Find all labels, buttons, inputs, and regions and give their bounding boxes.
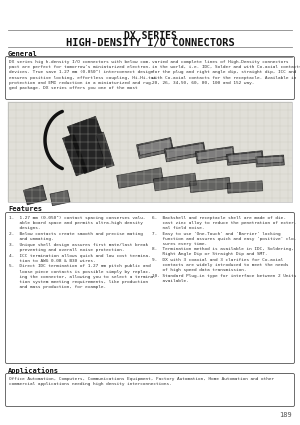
Text: 9.  DX with 3 coaxial and 3 clarifies for Co-axial
    contacts are widely intro: 9. DX with 3 coaxial and 3 clarifies for…	[152, 258, 289, 272]
FancyBboxPatch shape	[5, 374, 295, 406]
Bar	[190, 178, 230, 193]
Bar	[226, 150, 263, 165]
Text: 2.  Below contacts create smooth and precise mating
    and unmating.: 2. Below contacts create smooth and prec…	[9, 232, 143, 241]
Bar	[257, 156, 283, 164]
Text: HIGH-DENSITY I/O CONNECTORS: HIGH-DENSITY I/O CONNECTORS	[66, 38, 234, 48]
Text: DX series hig h-density I/O connectors with below com-
pact are perfect for tomo: DX series hig h-density I/O connectors w…	[9, 60, 156, 90]
Text: 3.  Unique shell design assures first mate/last break
    preventing and overall: 3. Unique shell design assures first mat…	[9, 243, 148, 252]
Text: 6.  Backshell and receptacle shell are made of die-
    cast zinc alloy to reduc: 6. Backshell and receptacle shell are ma…	[152, 216, 296, 230]
Text: 8.  Termination method is available in IDC, Soldering,
    Right Angle Dip or St: 8. Termination method is available in ID…	[152, 247, 294, 256]
FancyBboxPatch shape	[5, 57, 295, 99]
Text: 4.  ICC termination allows quick and low cost termina-
    tion to AWG 0.08 & B3: 4. ICC termination allows quick and low …	[9, 253, 151, 263]
Text: 189: 189	[279, 412, 292, 418]
Bar	[117, 168, 163, 188]
Bar	[62, 134, 88, 176]
Bar	[68, 116, 112, 174]
FancyBboxPatch shape	[5, 212, 295, 363]
Text: 5.  Direct IDC termination of 1.27 mm pitch public and
    loose piece contacts : 5. Direct IDC termination of 1.27 mm pit…	[9, 264, 156, 289]
Bar	[227, 181, 263, 193]
Text: 1.  1.27 mm (0.050") contact spacing conserves valu-
    able board space and pe: 1. 1.27 mm (0.050") contact spacing cons…	[9, 216, 146, 230]
Text: varied and complete lines of High-Density connectors
in the world, i.e. IDC, Sol: varied and complete lines of High-Densit…	[152, 60, 300, 85]
Bar	[138, 139, 172, 155]
Bar	[50, 190, 70, 206]
Text: 10. Standard Plug-in type for interface between 2 Units
    available.: 10. Standard Plug-in type for interface …	[152, 274, 296, 283]
Bar	[8, 102, 292, 202]
Text: Applications: Applications	[8, 367, 59, 374]
Bar	[195, 147, 235, 164]
Text: 7.  Easy to use 'One-Touch' and 'Barrier' locking
    function and assures quick: 7. Easy to use 'One-Touch' and 'Barrier'…	[152, 232, 296, 246]
Bar	[228, 152, 262, 162]
Bar	[164, 142, 206, 162]
Bar	[166, 143, 205, 159]
Bar	[23, 185, 46, 205]
Bar	[8, 102, 292, 202]
Bar	[153, 173, 196, 191]
Bar	[256, 155, 284, 167]
Bar	[96, 132, 114, 168]
Bar	[196, 147, 233, 161]
Text: DX SERIES: DX SERIES	[124, 31, 176, 41]
Bar	[136, 138, 174, 159]
Text: General: General	[8, 51, 38, 57]
Text: Office Automation, Computers, Communications Equipment, Factory Automation, Home: Office Automation, Computers, Communicat…	[9, 377, 274, 386]
Text: Features: Features	[8, 206, 42, 212]
